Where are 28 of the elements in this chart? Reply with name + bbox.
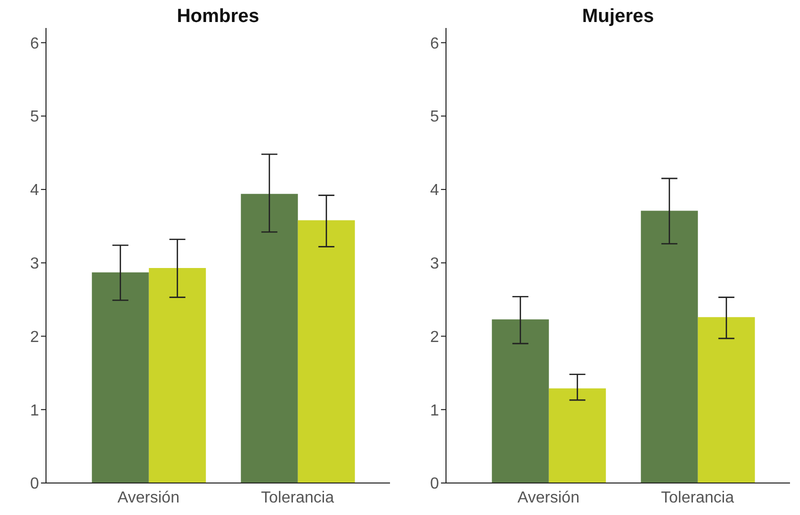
bar: [698, 317, 755, 483]
bar: [298, 220, 355, 483]
bar: [640, 210, 698, 483]
y-tick-label: 6: [30, 35, 40, 52]
y-tick-label: 5: [30, 108, 40, 126]
y-tick-label: 0: [430, 476, 440, 493]
y-tick-label: 4: [30, 182, 40, 200]
y-tick-label: 0: [30, 476, 40, 493]
bar: [548, 388, 606, 483]
y-tick-label: 2: [30, 328, 40, 346]
y-tick-label: 1: [430, 402, 440, 420]
y-tick-label: 3: [430, 256, 440, 273]
bar: [240, 194, 298, 483]
x-tick-label: Tolerancia: [261, 489, 334, 506]
bar: [92, 272, 149, 483]
bar: [492, 319, 549, 483]
y-tick-label: 2: [430, 328, 440, 346]
chart-title: Hombres: [176, 6, 260, 28]
y-tick-label: 6: [430, 35, 440, 52]
y-tick-label: 5: [430, 108, 440, 126]
x-tick-label: Aversión: [518, 489, 580, 506]
bar: [148, 268, 206, 483]
y-tick-label: 4: [430, 182, 440, 200]
x-tick-label: Aversión: [118, 489, 180, 506]
chart-title: Mujeres: [581, 6, 655, 28]
y-tick-label: 3: [30, 256, 40, 273]
x-tick-label: Tolerancia: [661, 489, 734, 506]
y-tick-label: 1: [30, 402, 40, 420]
